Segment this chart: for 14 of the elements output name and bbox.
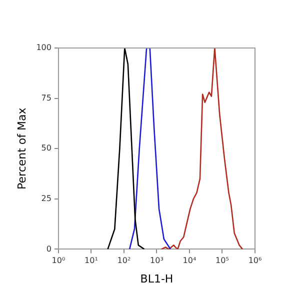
y-tick-label: 75 (41, 93, 52, 102)
x-tick-label: 10¹ (84, 256, 98, 266)
y-tick-label: 25 (41, 194, 52, 203)
x-tick-label: 10⁶ (248, 256, 262, 266)
x-tick-label: 10⁰ (52, 256, 66, 266)
y-axis-title: Percent of Max (15, 107, 28, 190)
x-tick-label: 10⁴ (182, 256, 196, 266)
y-tick-label: 100 (36, 43, 52, 52)
x-axis-title: BL1-H (140, 272, 174, 286)
y-tick-label: 0 (46, 244, 52, 254)
x-tick-label: 10⁵ (216, 256, 229, 266)
x-tick-label: 10² (117, 256, 131, 266)
y-tick-label: 50 (41, 144, 52, 153)
x-tick-label: 10³ (150, 256, 164, 266)
